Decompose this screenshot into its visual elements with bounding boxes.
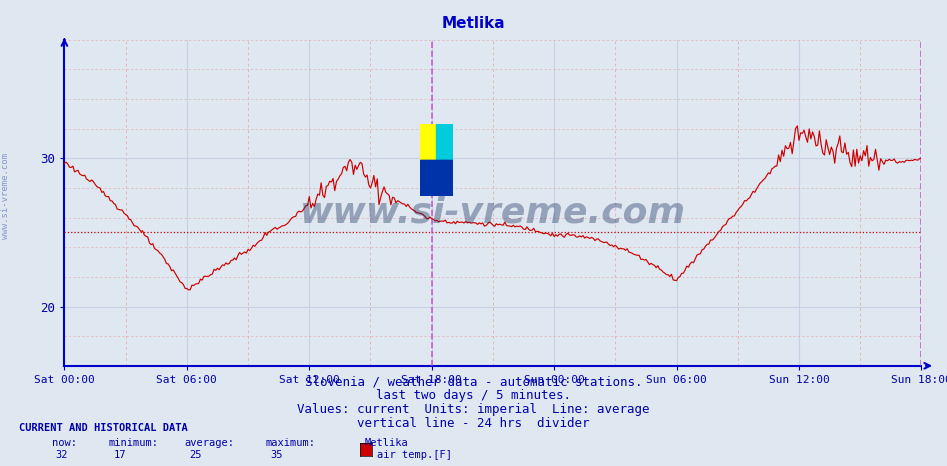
Text: CURRENT AND HISTORICAL DATA: CURRENT AND HISTORICAL DATA bbox=[19, 423, 188, 433]
Polygon shape bbox=[437, 124, 453, 160]
Text: vertical line - 24 hrs  divider: vertical line - 24 hrs divider bbox=[357, 417, 590, 430]
Text: Slovenia / weather data - automatic stations.: Slovenia / weather data - automatic stat… bbox=[305, 375, 642, 388]
Text: www.si-vreme.com: www.si-vreme.com bbox=[300, 196, 686, 229]
Text: air temp.[F]: air temp.[F] bbox=[377, 450, 452, 459]
Bar bbox=[437, 124, 453, 160]
Text: now:: now: bbox=[52, 438, 77, 448]
Text: 32: 32 bbox=[55, 450, 67, 459]
Polygon shape bbox=[420, 160, 453, 196]
Text: Metlika: Metlika bbox=[441, 16, 506, 31]
Text: www.si-vreme.com: www.si-vreme.com bbox=[1, 153, 10, 239]
Text: Metlika: Metlika bbox=[365, 438, 408, 448]
Text: maximum:: maximum: bbox=[265, 438, 315, 448]
Text: 35: 35 bbox=[270, 450, 282, 459]
Bar bbox=[420, 160, 453, 196]
Text: 17: 17 bbox=[114, 450, 126, 459]
Text: minimum:: minimum: bbox=[109, 438, 159, 448]
Text: Values: current  Units: imperial  Line: average: Values: current Units: imperial Line: av… bbox=[297, 403, 650, 416]
Text: average:: average: bbox=[185, 438, 235, 448]
Text: 25: 25 bbox=[189, 450, 202, 459]
Bar bbox=[420, 124, 437, 160]
Text: last two days / 5 minutes.: last two days / 5 minutes. bbox=[376, 389, 571, 402]
